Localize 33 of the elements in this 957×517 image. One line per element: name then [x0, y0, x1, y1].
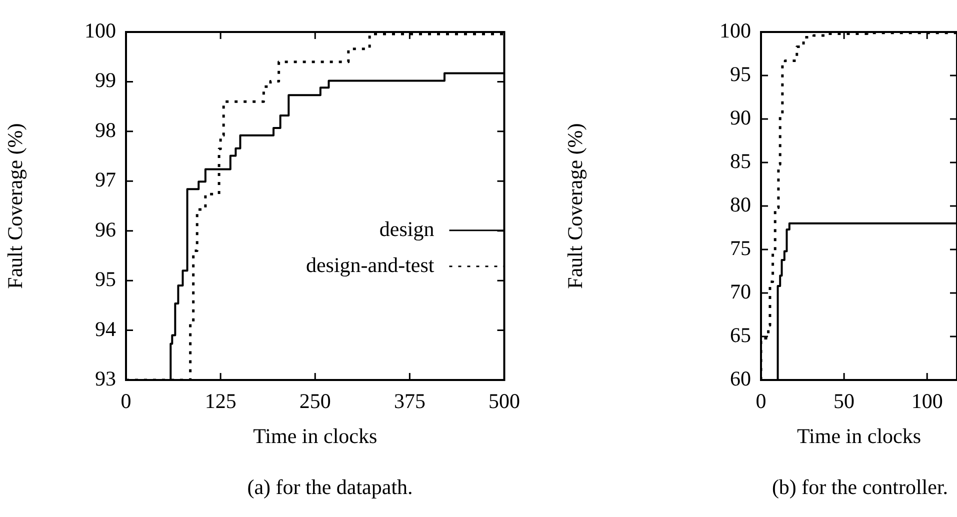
y-tick-label: 95	[95, 267, 116, 292]
y-tick-label: 94	[95, 316, 116, 341]
y-tick-label: 100	[84, 18, 116, 43]
x-tick-label: 0	[756, 389, 766, 414]
x-tick-label: 500	[488, 389, 520, 414]
y-tick-label: 96	[95, 217, 116, 242]
y-tick-label: 90	[730, 106, 751, 130]
y-tick-label: 98	[95, 118, 116, 142]
x-tick-label: 125	[204, 389, 236, 414]
x-tick-label: 250	[299, 389, 331, 414]
y-tick-label: 65	[730, 323, 751, 348]
text: (a) for the datapath.	[247, 475, 413, 500]
y-tick-label: 100	[720, 18, 751, 43]
text: (b) for the controller.	[772, 475, 948, 500]
y-axis-title: Fault Coverage (%)	[563, 123, 588, 289]
x-axis-title: Time in clocks	[796, 424, 922, 448]
y-tick-label: 60	[730, 366, 751, 391]
x-tick-label: 100	[911, 389, 943, 414]
legend-label: design-and-test	[306, 252, 434, 277]
y-axis-title: Fault Coverage (%)	[3, 123, 28, 289]
y-tick-label: 99	[95, 68, 116, 92]
x-axis-title: Time in clocks	[253, 424, 378, 448]
y-tick-label: 80	[730, 192, 751, 217]
y-tick-label: 85	[730, 149, 751, 174]
y-tick-label: 75	[730, 236, 751, 260]
x-tick-label: 0	[120, 389, 132, 414]
y-tick-label: 70	[730, 280, 751, 304]
y-tick-label: 93	[95, 366, 116, 391]
x-tick-label: 375	[394, 389, 426, 414]
x-tick-label: 50	[834, 389, 855, 414]
y-tick-label: 95	[730, 62, 751, 86]
legend-label: design	[379, 216, 435, 241]
y-tick-label: 97	[95, 168, 116, 192]
